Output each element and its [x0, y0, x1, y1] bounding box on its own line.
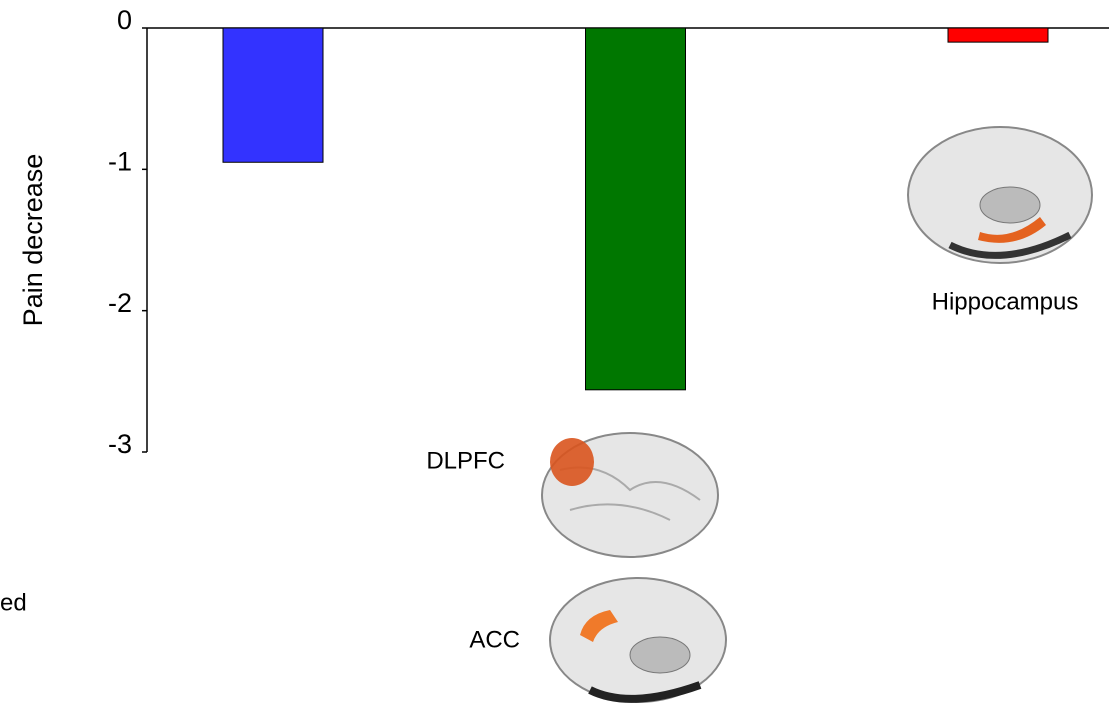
y-tick-label: 0	[117, 5, 132, 35]
annotation: Hippocampus	[932, 288, 1079, 315]
bar	[222, 27, 324, 163]
y-tick-label: -1	[108, 146, 132, 176]
y-tick-label: -2	[108, 288, 132, 318]
bar	[585, 27, 686, 391]
brain-hippocampus	[907, 126, 1093, 264]
annotation: DLPFC	[426, 447, 505, 474]
annotation: ed	[0, 589, 27, 616]
brain-dlpfc	[541, 432, 719, 558]
annotation: ACC	[469, 626, 520, 653]
brain-acc	[549, 577, 727, 703]
bar	[947, 27, 1049, 43]
y-axis-label: Pain decrease	[18, 154, 48, 327]
y-tick-label: -3	[108, 429, 132, 459]
